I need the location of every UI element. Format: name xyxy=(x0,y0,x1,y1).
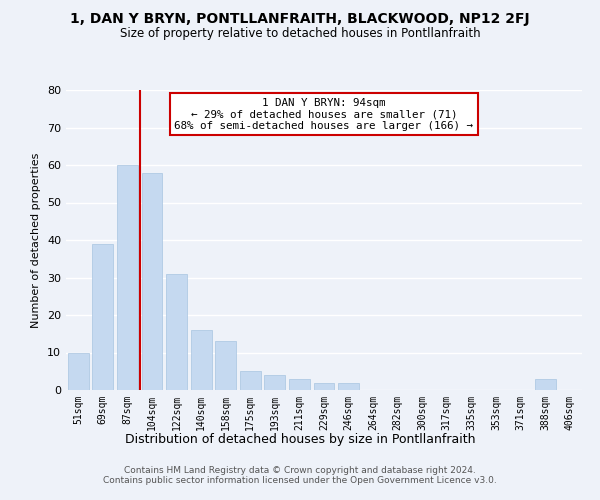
Bar xyxy=(338,382,359,390)
Bar xyxy=(142,172,163,390)
Y-axis label: Number of detached properties: Number of detached properties xyxy=(31,152,41,328)
Bar xyxy=(215,341,236,390)
Bar xyxy=(117,165,138,390)
Bar xyxy=(265,375,286,390)
Text: Size of property relative to detached houses in Pontllanfraith: Size of property relative to detached ho… xyxy=(119,28,481,40)
Text: Distribution of detached houses by size in Pontllanfraith: Distribution of detached houses by size … xyxy=(125,432,475,446)
Bar xyxy=(240,371,261,390)
Text: 1, DAN Y BRYN, PONTLLANFRAITH, BLACKWOOD, NP12 2FJ: 1, DAN Y BRYN, PONTLLANFRAITH, BLACKWOOD… xyxy=(70,12,530,26)
Bar xyxy=(166,274,187,390)
Text: 1 DAN Y BRYN: 94sqm
← 29% of detached houses are smaller (71)
68% of semi-detach: 1 DAN Y BRYN: 94sqm ← 29% of detached ho… xyxy=(175,98,473,130)
Bar xyxy=(92,244,113,390)
Bar xyxy=(68,352,89,390)
Text: Contains HM Land Registry data © Crown copyright and database right 2024.
Contai: Contains HM Land Registry data © Crown c… xyxy=(103,466,497,485)
Bar xyxy=(314,382,334,390)
Bar xyxy=(191,330,212,390)
Bar xyxy=(535,379,556,390)
Bar xyxy=(289,379,310,390)
